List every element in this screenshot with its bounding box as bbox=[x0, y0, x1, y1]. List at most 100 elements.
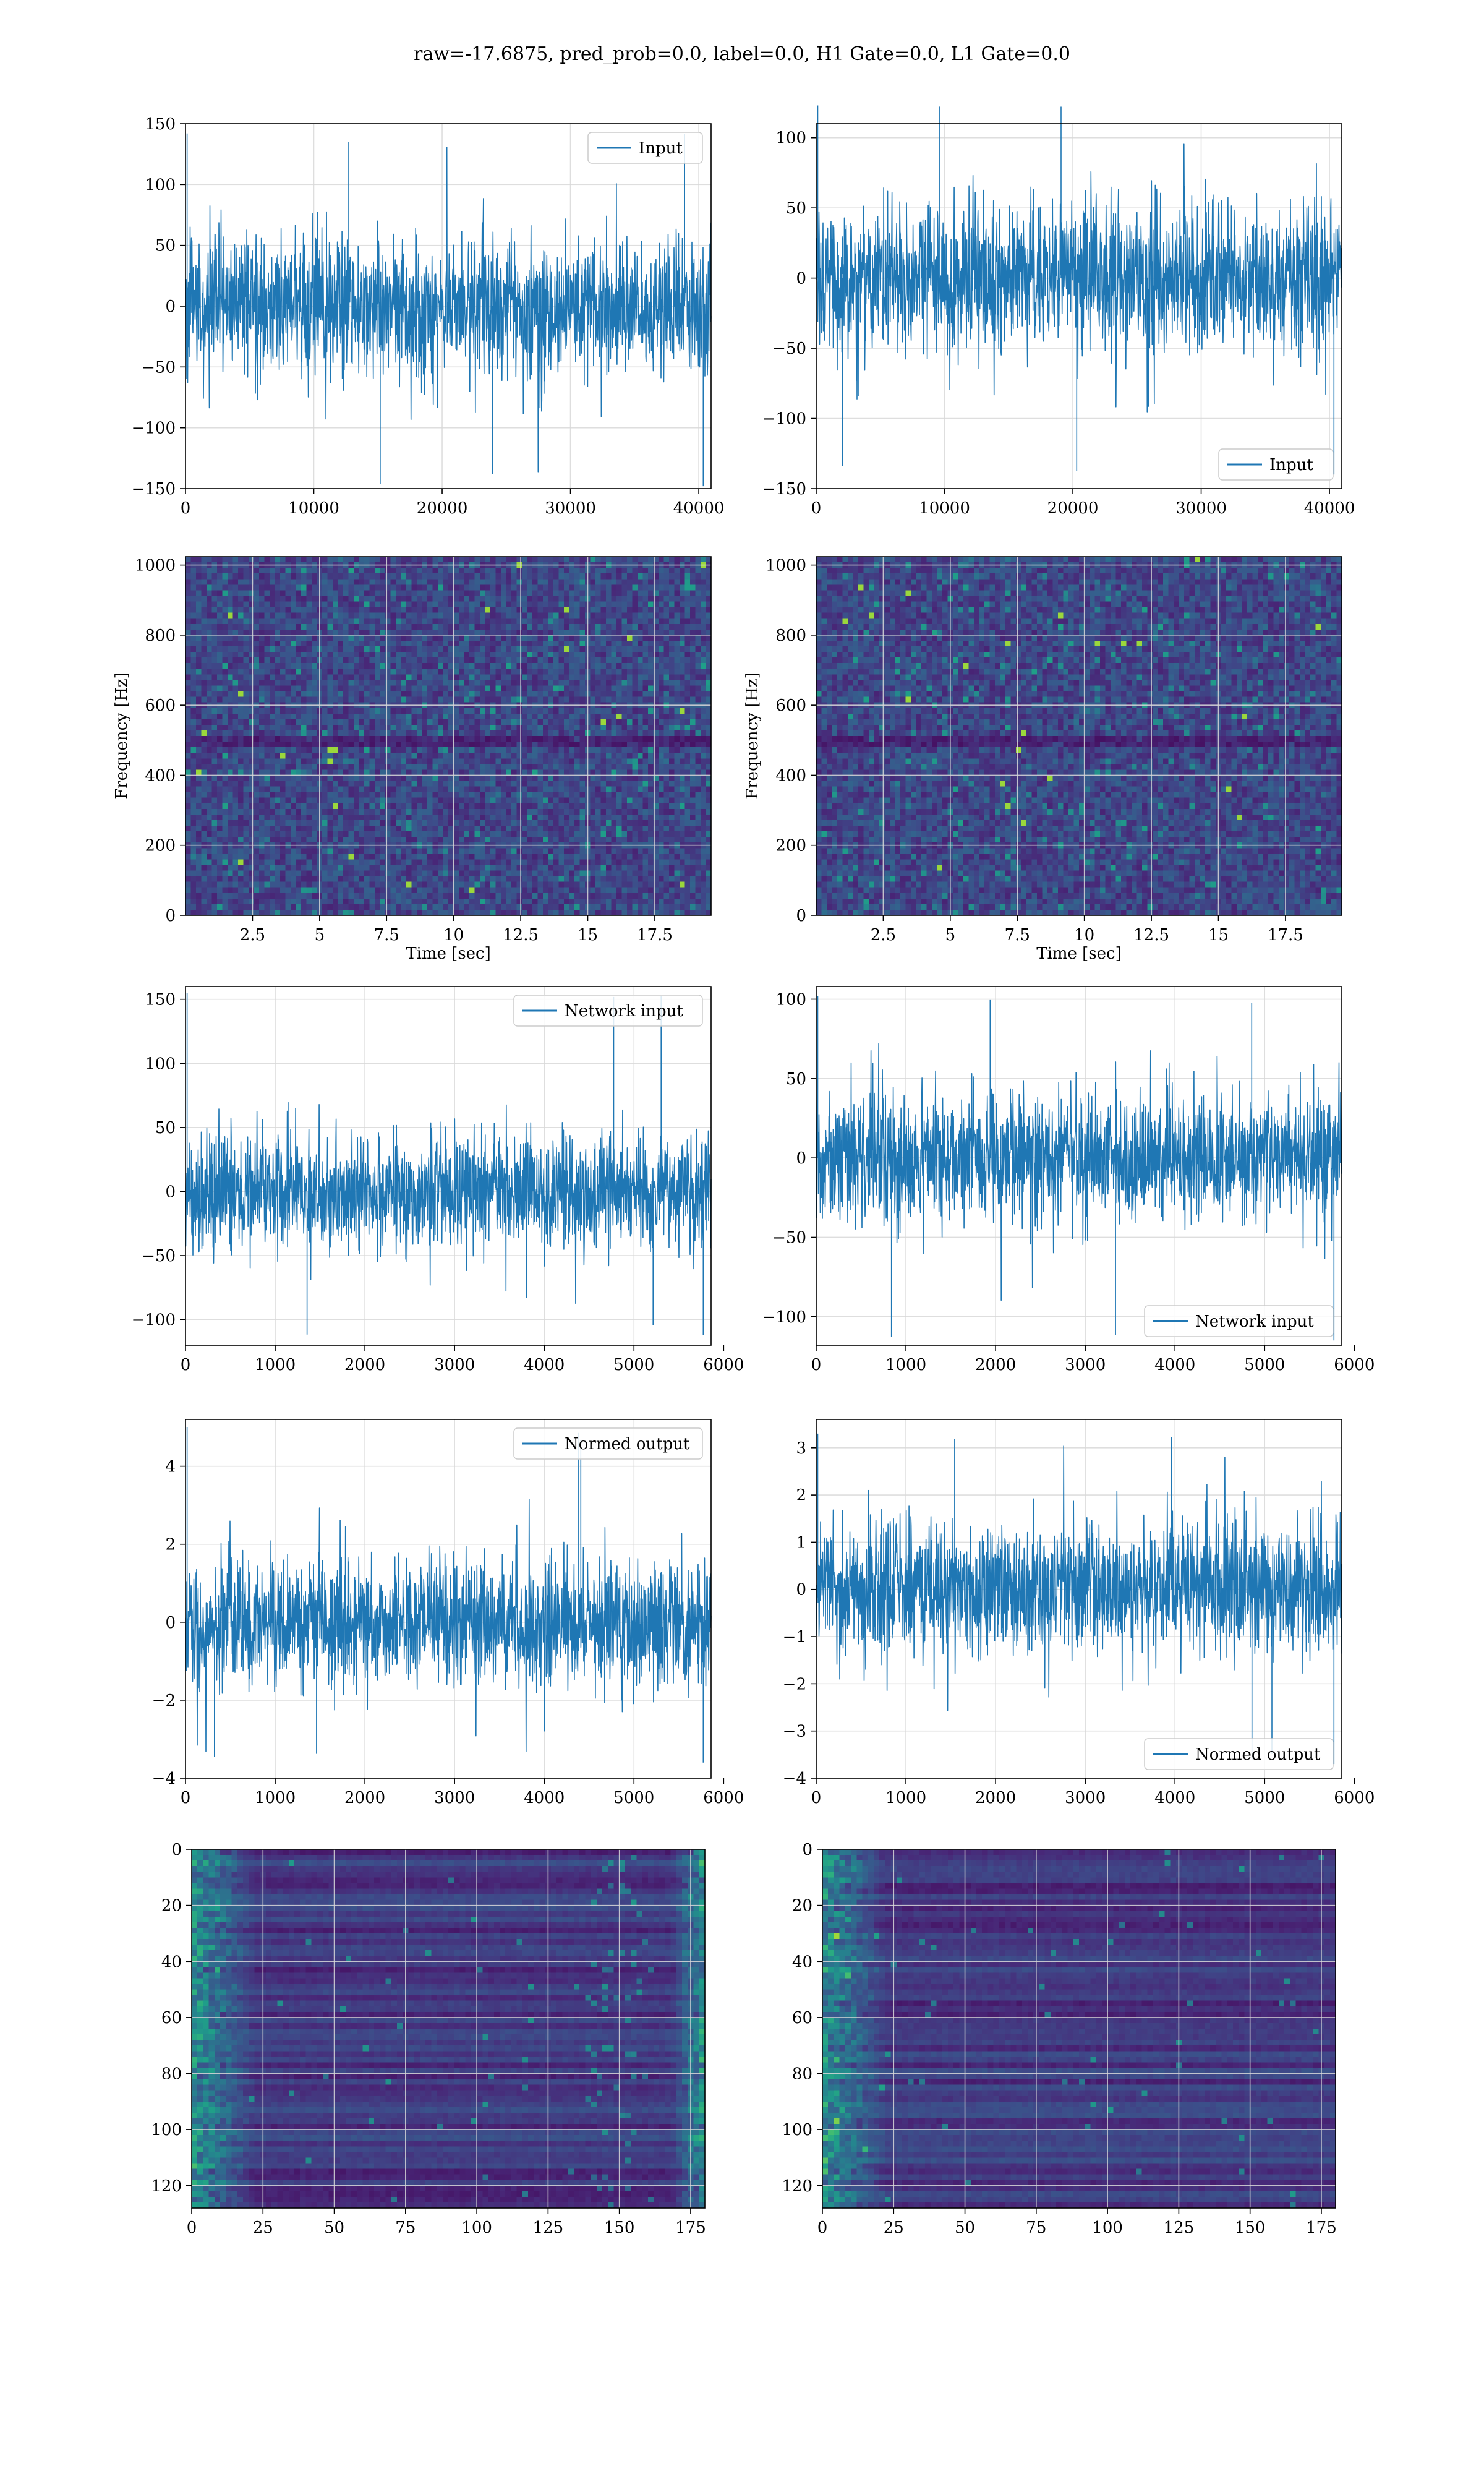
heatmap-cell bbox=[207, 753, 212, 759]
heatmap-cell bbox=[469, 725, 475, 731]
heatmap-cell bbox=[359, 635, 365, 641]
heatmap-cell bbox=[601, 691, 607, 698]
heatmap-cell bbox=[627, 798, 633, 804]
heatmap-cell bbox=[280, 809, 286, 815]
heatmap-cell bbox=[475, 753, 480, 759]
heatmap-cell bbox=[202, 568, 207, 574]
heatmap-cell bbox=[385, 691, 391, 698]
heatmap-cell bbox=[664, 719, 670, 726]
heatmap-cell bbox=[343, 641, 349, 647]
heatmap-cell bbox=[564, 815, 569, 821]
heatmap-cell bbox=[286, 719, 291, 726]
heatmap-cell bbox=[238, 685, 244, 691]
heatmap-cell bbox=[580, 714, 586, 720]
heatmap-cell bbox=[370, 557, 375, 563]
heatmap-cell bbox=[385, 714, 391, 720]
heatmap-cell bbox=[438, 669, 443, 675]
heatmap-cell bbox=[338, 764, 344, 770]
heatmap-cell bbox=[312, 719, 317, 726]
heatmap-cell bbox=[580, 781, 586, 787]
heatmap-cell bbox=[701, 792, 706, 798]
heatmap-cell bbox=[532, 764, 538, 770]
heatmap-cell bbox=[259, 641, 265, 647]
heatmap-cell bbox=[259, 719, 265, 726]
heatmap-cell bbox=[433, 602, 438, 608]
heatmap-cell bbox=[417, 568, 422, 574]
heatmap-cell bbox=[275, 557, 281, 563]
heatmap-cell bbox=[659, 714, 664, 720]
heatmap-cell bbox=[349, 584, 354, 591]
heatmap-cell bbox=[433, 815, 438, 821]
heatmap-cell bbox=[454, 730, 459, 737]
heatmap-cell bbox=[475, 803, 480, 810]
heatmap-cell bbox=[616, 691, 622, 698]
heatmap-cell bbox=[391, 602, 396, 608]
heatmap-cell bbox=[559, 742, 565, 748]
heatmap-cell bbox=[485, 775, 491, 781]
heatmap-cell bbox=[517, 758, 522, 764]
heatmap-cell bbox=[595, 730, 601, 737]
heatmap-cell bbox=[553, 781, 559, 787]
heatmap-cell bbox=[490, 758, 496, 764]
heatmap-cell bbox=[396, 657, 401, 664]
heatmap-cell bbox=[506, 663, 512, 669]
heatmap-cell bbox=[301, 663, 307, 669]
heatmap-cell bbox=[275, 652, 281, 658]
heatmap-cell bbox=[701, 657, 706, 664]
heatmap-cell bbox=[612, 736, 617, 742]
heatmap-cell bbox=[401, 674, 407, 680]
heatmap-cell bbox=[690, 646, 696, 653]
heatmap-cell bbox=[233, 714, 239, 720]
heatmap-cell bbox=[212, 624, 218, 630]
heatmap-cell bbox=[186, 579, 191, 585]
heatmap-cell bbox=[443, 826, 449, 832]
heatmap-cell bbox=[254, 641, 260, 647]
heatmap-cell bbox=[616, 764, 622, 770]
heatmap-cell bbox=[427, 646, 433, 653]
heatmap-cell bbox=[186, 730, 191, 737]
heatmap-cell bbox=[659, 618, 664, 625]
heatmap-cell bbox=[406, 691, 412, 698]
heatmap-cell bbox=[548, 764, 554, 770]
heatmap-cell bbox=[685, 607, 691, 614]
heatmap-cell bbox=[233, 613, 239, 619]
heatmap-cell bbox=[202, 758, 207, 764]
heatmap-cell bbox=[186, 781, 191, 787]
heatmap-cell bbox=[685, 557, 691, 563]
heatmap-cell bbox=[438, 630, 443, 636]
heatmap-cell bbox=[238, 635, 244, 641]
heatmap-cell bbox=[464, 630, 470, 636]
heatmap-cell bbox=[648, 557, 654, 563]
heatmap-cell bbox=[685, 764, 691, 770]
heatmap-cell bbox=[564, 719, 569, 726]
heatmap-cell bbox=[664, 607, 670, 614]
heatmap-cell bbox=[701, 742, 706, 748]
heatmap-cell bbox=[343, 826, 349, 832]
heatmap-cell bbox=[275, 579, 281, 585]
heatmap-cell bbox=[569, 736, 575, 742]
heatmap-cell bbox=[622, 602, 628, 608]
heatmap-cell bbox=[664, 602, 670, 608]
heatmap-cell bbox=[354, 652, 359, 658]
heatmap-cell bbox=[669, 742, 675, 748]
heatmap-cell bbox=[249, 798, 254, 804]
heatmap-cell bbox=[265, 815, 270, 821]
heatmap-cell bbox=[601, 697, 607, 703]
heatmap-cell bbox=[212, 736, 218, 742]
heatmap-cell bbox=[254, 652, 260, 658]
heatmap-cell bbox=[511, 680, 517, 686]
heatmap-cell bbox=[612, 624, 617, 630]
heatmap-cell bbox=[233, 691, 239, 698]
heatmap-cell bbox=[254, 630, 260, 636]
heatmap-cell bbox=[616, 635, 622, 641]
heatmap-cell bbox=[701, 635, 706, 641]
heatmap-cell bbox=[606, 624, 612, 630]
heatmap-cell bbox=[270, 820, 275, 826]
heatmap-cell bbox=[354, 747, 359, 753]
heatmap-cell bbox=[522, 764, 527, 770]
heatmap-cell bbox=[422, 809, 428, 815]
heatmap-cell bbox=[307, 742, 312, 748]
heatmap-cell bbox=[574, 685, 580, 691]
heatmap-cell bbox=[680, 657, 685, 664]
heatmap-cell bbox=[648, 742, 654, 748]
